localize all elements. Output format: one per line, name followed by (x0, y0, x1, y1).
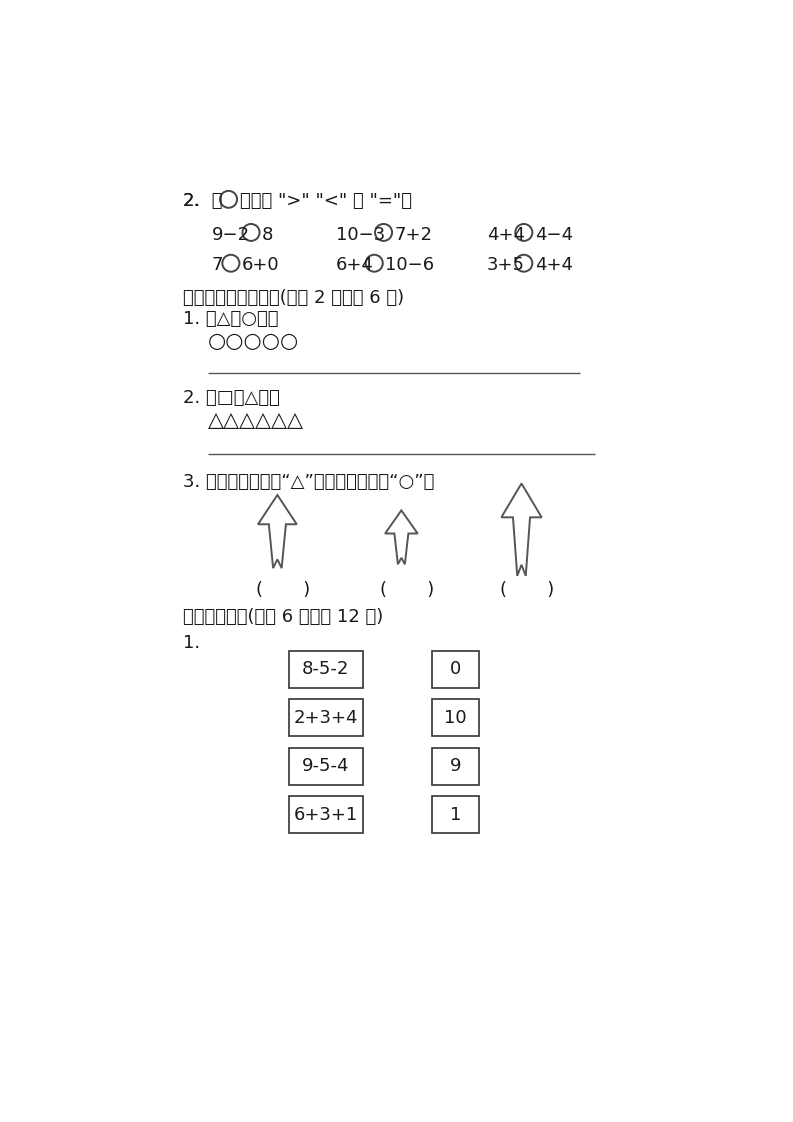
Text: 3. 在最高的下面画“△”，最矮的下面画“○”。: 3. 在最高的下面画“△”，最矮的下面画“○”。 (183, 473, 435, 491)
Text: 9-5-4: 9-5-4 (302, 757, 350, 775)
Text: 6+4: 6+4 (335, 256, 374, 274)
Text: (       ): ( ) (500, 581, 554, 599)
Text: 9: 9 (450, 757, 462, 775)
Text: 7+2: 7+2 (394, 226, 432, 243)
Bar (432, 747, 479, 784)
Text: 10−6: 10−6 (385, 256, 435, 274)
Text: 4+4: 4+4 (534, 256, 573, 274)
Text: 8-5-2: 8-5-2 (302, 660, 350, 678)
Text: (       ): ( ) (380, 581, 434, 599)
Bar (289, 699, 362, 736)
Text: 2.: 2. (183, 192, 200, 211)
Text: 三、按要求画一画。(每题 2 分，共 6 分): 三、按要求画一画。(每题 2 分，共 6 分) (183, 288, 404, 306)
Text: 8: 8 (262, 226, 274, 243)
Bar (432, 797, 479, 833)
Text: 4−4: 4−4 (534, 226, 573, 243)
Text: 7: 7 (212, 256, 223, 274)
Bar (289, 651, 362, 688)
Text: 里填上 ">" "<" 或 "="。: 里填上 ">" "<" 或 "="。 (240, 192, 412, 211)
Text: 9−2: 9−2 (212, 226, 250, 243)
Text: (       ): ( ) (255, 581, 310, 599)
Text: 2. 画□比△多。: 2. 画□比△多。 (183, 388, 280, 407)
Text: 1. 画△比○少。: 1. 画△比○少。 (183, 310, 278, 329)
Text: 1.: 1. (183, 634, 200, 652)
Text: 10−3: 10−3 (335, 226, 385, 243)
Bar (432, 699, 479, 736)
Text: ○○○○○: ○○○○○ (208, 331, 299, 351)
Text: 0: 0 (450, 660, 462, 678)
Text: 2+3+4: 2+3+4 (293, 708, 358, 727)
Bar (289, 747, 362, 784)
Bar (289, 797, 362, 833)
Text: 1: 1 (450, 806, 462, 824)
Text: △△△△△△: △△△△△△ (208, 411, 304, 431)
Text: 6+0: 6+0 (242, 256, 279, 274)
Text: 6+3+1: 6+3+1 (293, 806, 358, 824)
Text: 3+5: 3+5 (487, 256, 525, 274)
Text: 10: 10 (444, 708, 467, 727)
Text: 四、连一连。(每题 6 分，共 12 分): 四、连一连。(每题 6 分，共 12 分) (183, 608, 383, 626)
Bar (432, 651, 479, 688)
Text: 4+4: 4+4 (487, 226, 525, 243)
Text: 2.  在: 2. 在 (183, 192, 222, 211)
